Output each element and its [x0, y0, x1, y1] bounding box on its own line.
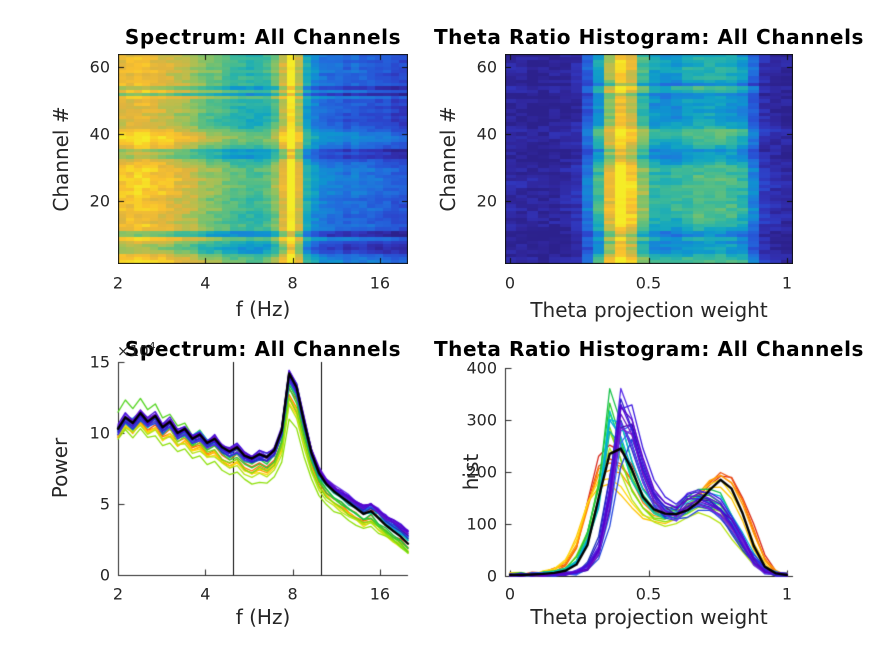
- ylabel-theta-heatmap: Channel #: [436, 106, 460, 212]
- spectrum-lines-ytick-label: 5: [99, 494, 110, 514]
- spectrum-lines-canvas: [116, 354, 412, 580]
- exponent-base: ×10: [117, 342, 149, 360]
- theta-heatmap-ytick-label: 40: [476, 124, 497, 144]
- theta-heatmap-xtick-label: 0: [504, 273, 516, 293]
- theta-hist-ytick-label: 300: [466, 410, 497, 430]
- theta-heatmap-canvas: [505, 54, 793, 264]
- xlabel-spectrum-heatmap: f (Hz): [235, 297, 291, 321]
- ylabel-spectrum-heatmap: Channel #: [49, 106, 73, 212]
- ylabel-spectrum-lines: Power: [48, 437, 72, 499]
- theta-heatmap-xtick-label: 1: [781, 273, 793, 293]
- spectrum-heatmap-ytick-label: 40: [89, 124, 110, 144]
- spectrum-lines-ytick-label: 15: [89, 352, 110, 372]
- spectrum-heatmap-xtick-label: 2: [112, 273, 124, 293]
- y-axis-exponent-label: ×104: [117, 340, 156, 360]
- spectrum-heatmap-ytick-label: 60: [89, 57, 110, 77]
- spectrum-lines-ytick-label: 0: [99, 565, 110, 585]
- spectrum-lines-xtick-label: 4: [200, 584, 211, 604]
- spectrum-lines-xtick-label: 2: [112, 584, 124, 604]
- theta-heatmap-ytick-label: 60: [476, 57, 497, 77]
- title-spectrum-heatmap: Spectrum: All Channels: [124, 25, 402, 49]
- spectrum-heatmap-xtick-label: 8: [287, 273, 298, 293]
- spectrum-lines-ytick-label: 10: [89, 423, 110, 443]
- theta-hist-xtick-label: 0: [504, 584, 516, 604]
- spectrum-heatmap-xtick-label: 16: [369, 273, 391, 293]
- title-theta-heatmap: Theta Ratio Histogram: All Channels: [433, 25, 865, 49]
- theta-hist-ytick-label: 0: [486, 566, 497, 586]
- exponent-power: 4: [148, 340, 156, 353]
- title-theta-hist-lines: Theta Ratio Histogram: All Channels: [433, 337, 865, 361]
- theta-hist-lines-canvas: [503, 358, 799, 584]
- theta-hist-ytick-label: 100: [466, 514, 497, 534]
- theta-heatmap-xtick-label: 0.5: [635, 273, 662, 293]
- theta-hist-xtick-label: 0.5: [635, 584, 662, 604]
- spectrum-heatmap-ytick-label: 20: [89, 191, 110, 211]
- spectrum-lines-xtick-label: 8: [287, 584, 298, 604]
- xlabel-theta-heatmap: Theta projection weight: [530, 298, 768, 322]
- spectrum-heatmap-xtick-label: 4: [200, 273, 211, 293]
- xlabel-theta-hist-lines: Theta projection weight: [530, 605, 768, 629]
- spectrum-lines-xtick-label: 16: [369, 584, 391, 604]
- theta-hist-ytick-label: 400: [466, 358, 497, 378]
- theta-hist-ytick-label: 200: [466, 462, 497, 482]
- xlabel-spectrum-lines: f (Hz): [235, 605, 291, 629]
- spectrum-heatmap-canvas: [118, 54, 408, 264]
- theta-heatmap-ytick-label: 20: [476, 191, 497, 211]
- theta-hist-xtick-label: 1: [781, 584, 793, 604]
